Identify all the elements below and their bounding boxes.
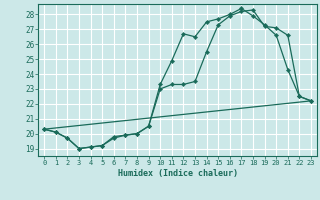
X-axis label: Humidex (Indice chaleur): Humidex (Indice chaleur) [118, 169, 238, 178]
